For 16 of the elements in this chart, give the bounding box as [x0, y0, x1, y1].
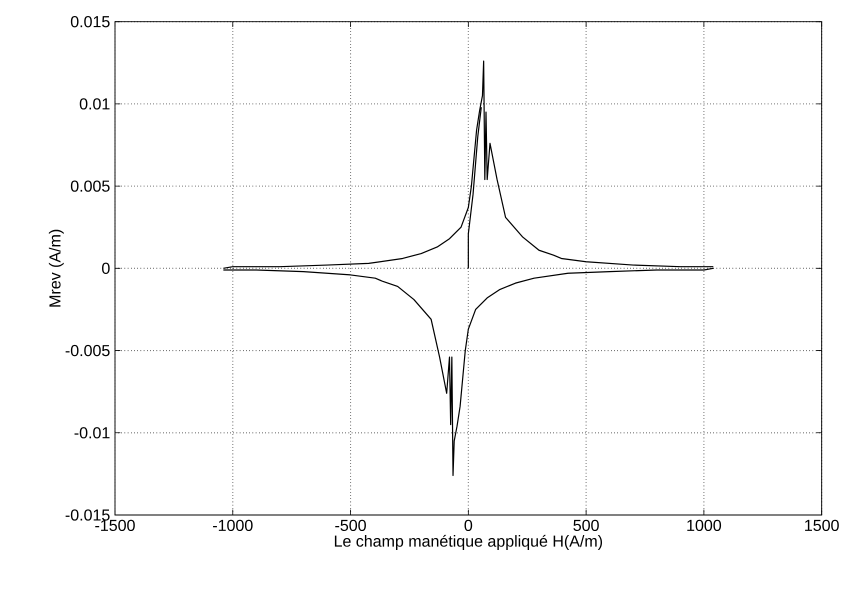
x-tick-label: -500 [335, 520, 366, 532]
x-tick-label: -1500 [95, 520, 135, 532]
y-tick-label: 0 [102, 262, 110, 274]
x-tick-label: 0 [464, 520, 472, 532]
y-axis-title: Mrev (A/m) [48, 230, 64, 307]
x-tick-label: -1000 [213, 520, 253, 532]
x-axis-title: Le champ manétique appliqué H(A/m) [334, 534, 602, 550]
y-tick-label: 0.01 [80, 98, 110, 110]
x-tick-label: 500 [573, 520, 599, 532]
y-tick-label: -0.01 [74, 427, 110, 438]
y-tick-label: -0.015 [66, 509, 110, 521]
x-tick-label: 1500 [805, 520, 839, 532]
y-tick-label: 0.015 [70, 16, 110, 28]
x-tick-label: 1000 [687, 520, 722, 532]
y-tick-label: -0.005 [66, 344, 110, 356]
y-tick-label: 0.005 [70, 180, 110, 192]
